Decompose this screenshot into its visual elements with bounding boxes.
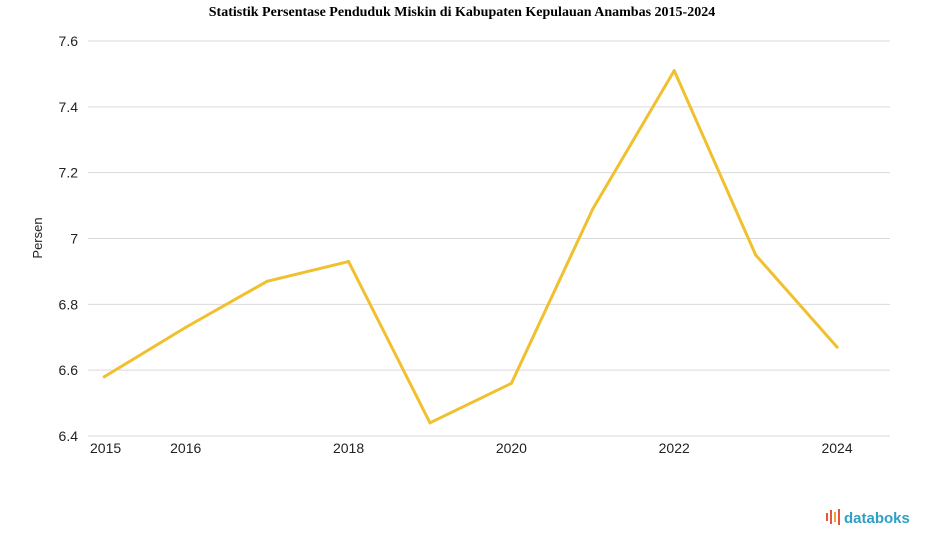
series-line <box>102 69 839 425</box>
data-point <box>835 345 839 349</box>
y-tick-label: 6.4 <box>59 428 79 444</box>
x-tick-label: 2016 <box>170 440 201 456</box>
x-axis-ticks: 2015 2016 2018 2020 2022 2024 <box>90 440 853 456</box>
gridlines <box>88 40 890 437</box>
y-tick-label: 7.2 <box>59 165 79 181</box>
data-point <box>428 421 432 425</box>
x-tick-label: 2015 <box>90 440 121 456</box>
data-point <box>347 260 351 264</box>
logo-mark-icon <box>826 509 840 525</box>
data-point <box>591 207 595 211</box>
x-tick-label: 2024 <box>821 440 852 456</box>
data-point <box>754 253 758 257</box>
x-tick-label: 2022 <box>659 440 690 456</box>
data-point <box>672 69 676 73</box>
series-layer <box>102 69 839 425</box>
y-axis-ticks: 6.4 6.6 6.8 7 7.2 7.4 7.6 <box>59 33 79 444</box>
y-tick-label: 7 <box>70 231 78 247</box>
data-point <box>265 279 269 283</box>
chart-title: Statistik Persentase Penduduk Miskin di … <box>209 5 715 20</box>
x-tick-label: 2020 <box>496 440 527 456</box>
y-tick-label: 7.6 <box>59 33 79 49</box>
data-point <box>184 325 188 329</box>
logo-text: databoks <box>844 510 910 527</box>
x-tick-label: 2018 <box>333 440 364 456</box>
y-tick-label: 6.6 <box>59 362 79 378</box>
y-tick-label: 6.8 <box>59 296 79 312</box>
y-axis-label: Persen <box>30 217 45 258</box>
y-tick-label: 7.4 <box>59 99 79 115</box>
data-point <box>102 375 106 379</box>
databoks-logo[interactable]: databoks <box>826 509 910 527</box>
data-point <box>509 381 513 385</box>
